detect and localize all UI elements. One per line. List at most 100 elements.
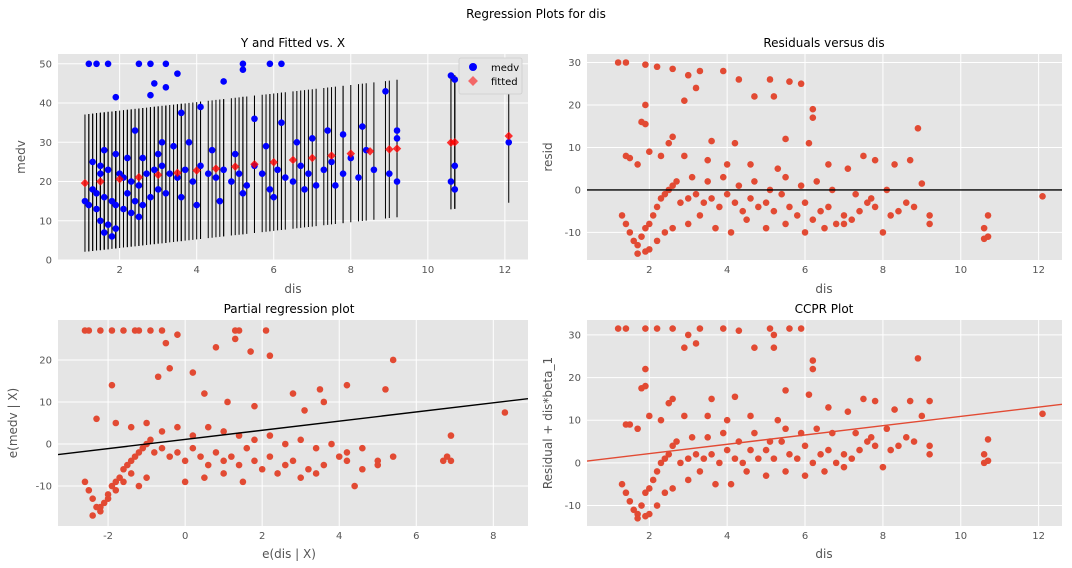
- data-point: [630, 237, 638, 245]
- data-point: [642, 101, 649, 109]
- data-point: [343, 381, 351, 389]
- data-point: [984, 233, 992, 240]
- data-point: [801, 229, 809, 236]
- data-point: [301, 407, 308, 414]
- data-point: [305, 465, 312, 473]
- data-point: [669, 133, 676, 141]
- data-point: [692, 451, 700, 458]
- data-point: [708, 137, 715, 145]
- data-point: [247, 348, 254, 355]
- data-point: [684, 195, 692, 202]
- data-point: [124, 461, 131, 469]
- data-point: [151, 449, 158, 456]
- data-point: [918, 412, 926, 420]
- data-point: [778, 438, 785, 445]
- data-point: [359, 444, 366, 452]
- data-point: [135, 327, 143, 334]
- data-point: [626, 497, 634, 505]
- data-point: [751, 178, 758, 185]
- data-point: [104, 495, 112, 502]
- medv-point: [220, 78, 227, 85]
- data-point: [443, 453, 451, 460]
- data-point: [704, 156, 711, 164]
- data-point: [645, 148, 653, 155]
- medv-point: [228, 178, 235, 185]
- data-point: [642, 382, 649, 390]
- medv-point: [108, 233, 116, 240]
- data-point: [154, 373, 162, 381]
- data-point: [312, 470, 320, 477]
- data-point: [817, 451, 824, 458]
- data-point: [681, 97, 688, 105]
- data-point: [81, 478, 89, 486]
- medv-point: [143, 170, 150, 177]
- data-point: [618, 480, 626, 488]
- medv-point: [100, 193, 108, 201]
- data-point: [766, 76, 774, 83]
- fitted-point: [308, 153, 317, 163]
- x-tick-label: 10: [954, 265, 967, 276]
- data-point: [235, 461, 243, 469]
- data-point: [681, 152, 688, 160]
- data-point: [235, 327, 243, 334]
- x-axis-label: dis: [284, 282, 301, 296]
- data-point: [166, 365, 174, 372]
- panel-title: CCPR Plot: [795, 302, 854, 316]
- data-point: [809, 459, 817, 467]
- y-axis-label: medv: [14, 140, 28, 174]
- fitted-point: [80, 178, 90, 188]
- data-point: [797, 182, 805, 189]
- data-point: [289, 390, 297, 397]
- tick-labels: 2 4 6 8 10 12 -10 0 10 20 30: [565, 58, 1045, 276]
- data-point: [704, 412, 711, 420]
- data-point: [97, 503, 104, 511]
- data-point: [649, 212, 657, 219]
- data-point: [716, 203, 723, 211]
- data-point: [657, 195, 665, 202]
- medv-point: [339, 131, 347, 138]
- data-point: [684, 71, 692, 79]
- data-point: [692, 340, 700, 347]
- data-point: [735, 182, 743, 189]
- data-point: [630, 506, 638, 514]
- medv-point: [185, 138, 193, 146]
- data-point: [906, 397, 914, 405]
- data-point: [719, 325, 727, 332]
- data-point: [328, 440, 335, 448]
- plot-marks: [587, 325, 1062, 522]
- medv-point: [451, 186, 459, 193]
- medv-point: [93, 60, 100, 68]
- medv-point: [231, 150, 239, 158]
- x-axis-label: e(dis | X): [262, 547, 316, 561]
- x-tick-label: 6: [271, 265, 277, 276]
- fitted-point: [192, 166, 201, 175]
- medv-point: [104, 60, 112, 68]
- data-point: [786, 325, 793, 332]
- data-point: [871, 203, 879, 211]
- data-point: [895, 207, 902, 215]
- medv-point: [104, 166, 112, 174]
- data-point: [634, 425, 641, 433]
- data-point: [645, 412, 653, 420]
- medv-point: [127, 178, 135, 185]
- data-point: [447, 457, 455, 465]
- data-point: [696, 325, 704, 332]
- data-point: [251, 457, 258, 465]
- medv-point: [281, 174, 289, 181]
- data-point: [642, 224, 649, 232]
- data-point: [85, 327, 93, 334]
- data-point: [864, 199, 871, 206]
- legend-label-medv: medv: [491, 63, 519, 74]
- data-point: [181, 457, 189, 465]
- data-point: [747, 446, 754, 454]
- data-point: [642, 512, 649, 520]
- data-point: [274, 470, 281, 477]
- data-point: [645, 485, 653, 492]
- data-point: [856, 446, 863, 454]
- medv-point: [177, 193, 185, 201]
- data-point: [716, 459, 723, 467]
- data-point: [634, 250, 641, 257]
- data-point: [661, 455, 669, 462]
- data-point: [135, 482, 143, 490]
